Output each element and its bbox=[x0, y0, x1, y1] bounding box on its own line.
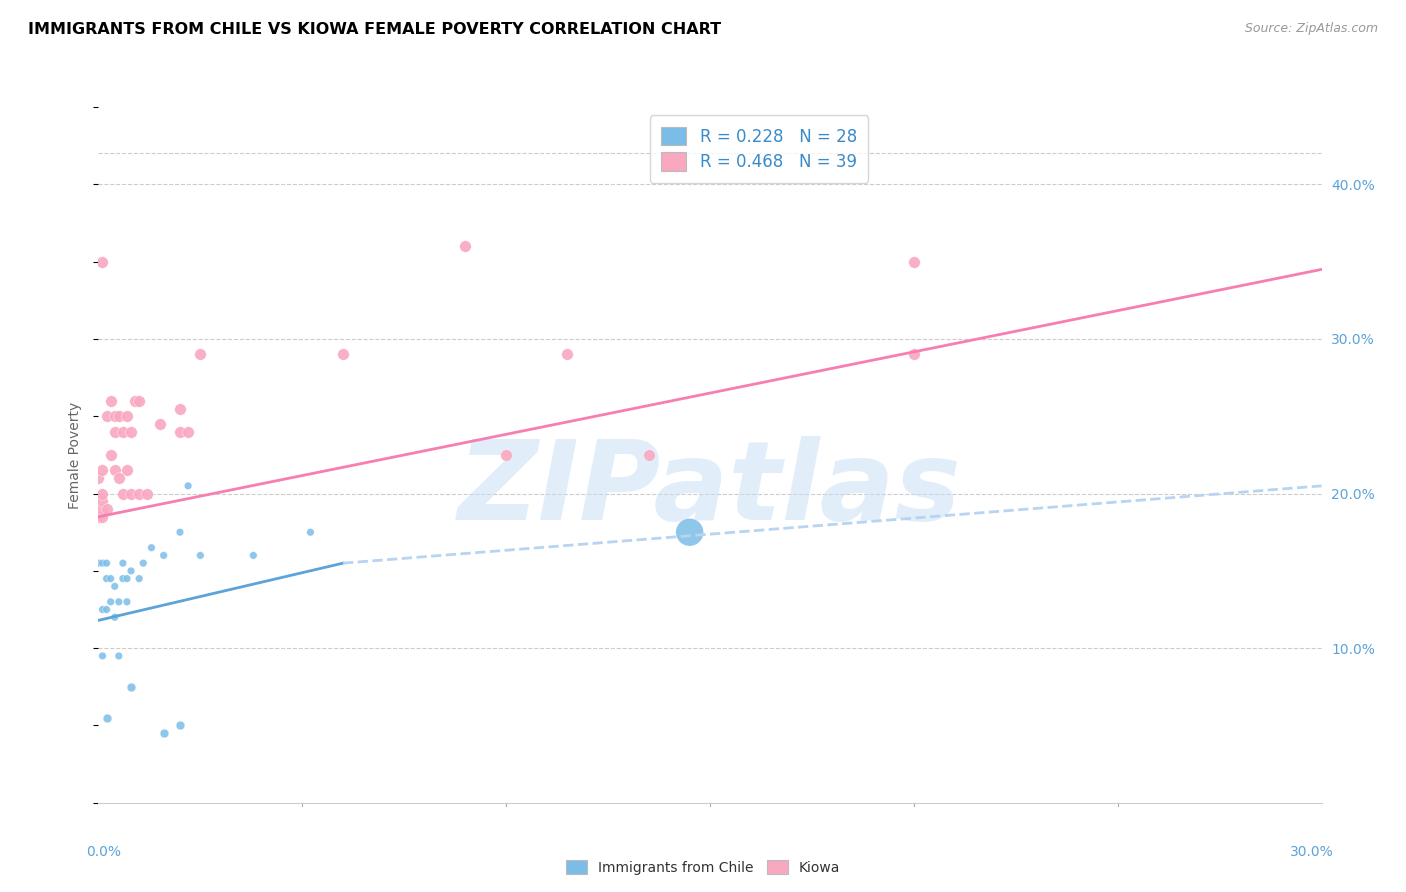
Point bbox=[108, 595, 131, 609]
Point bbox=[115, 409, 138, 424]
Point bbox=[188, 347, 212, 361]
Point bbox=[100, 595, 122, 609]
Point bbox=[132, 556, 155, 570]
Point bbox=[638, 448, 661, 462]
Point bbox=[91, 648, 114, 663]
Text: IMMIGRANTS FROM CHILE VS KIOWA FEMALE POVERTY CORRELATION CHART: IMMIGRANTS FROM CHILE VS KIOWA FEMALE PO… bbox=[28, 22, 721, 37]
Point bbox=[111, 572, 134, 586]
Point bbox=[149, 417, 172, 431]
Point bbox=[903, 254, 925, 268]
Text: Source: ZipAtlas.com: Source: ZipAtlas.com bbox=[1244, 22, 1378, 36]
Point bbox=[152, 726, 174, 740]
Point bbox=[96, 502, 118, 516]
Point bbox=[91, 463, 114, 477]
Point bbox=[120, 486, 142, 500]
Point bbox=[111, 486, 134, 500]
Point bbox=[108, 648, 131, 663]
Point bbox=[91, 509, 114, 524]
Point bbox=[188, 549, 212, 563]
Point bbox=[115, 572, 138, 586]
Point bbox=[96, 556, 118, 570]
Point bbox=[111, 556, 134, 570]
Point bbox=[136, 486, 159, 500]
Point bbox=[104, 610, 127, 624]
Point bbox=[87, 471, 110, 485]
Point bbox=[100, 393, 122, 408]
Point bbox=[177, 425, 200, 439]
Text: ZIPatlas: ZIPatlas bbox=[458, 436, 962, 543]
Point bbox=[124, 393, 146, 408]
Legend: R = 0.228   N = 28, R = 0.468   N = 39: R = 0.228 N = 28, R = 0.468 N = 39 bbox=[650, 115, 869, 183]
Point bbox=[128, 486, 150, 500]
Point bbox=[169, 425, 191, 439]
Point bbox=[115, 595, 138, 609]
Point bbox=[100, 448, 122, 462]
Point bbox=[332, 347, 354, 361]
Legend: Immigrants from Chile, Kiowa: Immigrants from Chile, Kiowa bbox=[560, 855, 846, 880]
Point bbox=[104, 425, 127, 439]
Point bbox=[108, 471, 131, 485]
Point bbox=[96, 602, 118, 616]
Point bbox=[96, 711, 118, 725]
Point bbox=[679, 525, 702, 540]
Point bbox=[108, 409, 131, 424]
Point bbox=[91, 254, 114, 268]
Point bbox=[454, 239, 477, 253]
Point bbox=[91, 556, 114, 570]
Point bbox=[96, 572, 118, 586]
Point bbox=[299, 525, 322, 540]
Point bbox=[128, 393, 150, 408]
Point bbox=[87, 556, 110, 570]
Point bbox=[91, 502, 114, 516]
Point bbox=[557, 347, 579, 361]
Point bbox=[100, 572, 122, 586]
Y-axis label: Female Poverty: Female Poverty bbox=[69, 401, 83, 508]
Text: 30.0%: 30.0% bbox=[1291, 845, 1334, 858]
Point bbox=[120, 564, 142, 578]
Point bbox=[91, 602, 114, 616]
Point bbox=[128, 572, 150, 586]
Point bbox=[104, 409, 127, 424]
Point bbox=[242, 549, 264, 563]
Point bbox=[495, 448, 517, 462]
Point bbox=[91, 486, 114, 500]
Point bbox=[91, 494, 114, 508]
Point bbox=[120, 425, 142, 439]
Point bbox=[115, 463, 138, 477]
Point bbox=[104, 463, 127, 477]
Point bbox=[87, 509, 110, 524]
Point bbox=[169, 718, 191, 732]
Point bbox=[111, 425, 134, 439]
Text: 0.0%: 0.0% bbox=[86, 845, 121, 858]
Point bbox=[120, 680, 142, 694]
Point bbox=[96, 409, 118, 424]
Point bbox=[104, 579, 127, 593]
Point bbox=[141, 541, 163, 555]
Point bbox=[169, 525, 191, 540]
Point bbox=[169, 401, 191, 416]
Point bbox=[903, 347, 925, 361]
Point bbox=[177, 479, 200, 493]
Point bbox=[152, 549, 174, 563]
